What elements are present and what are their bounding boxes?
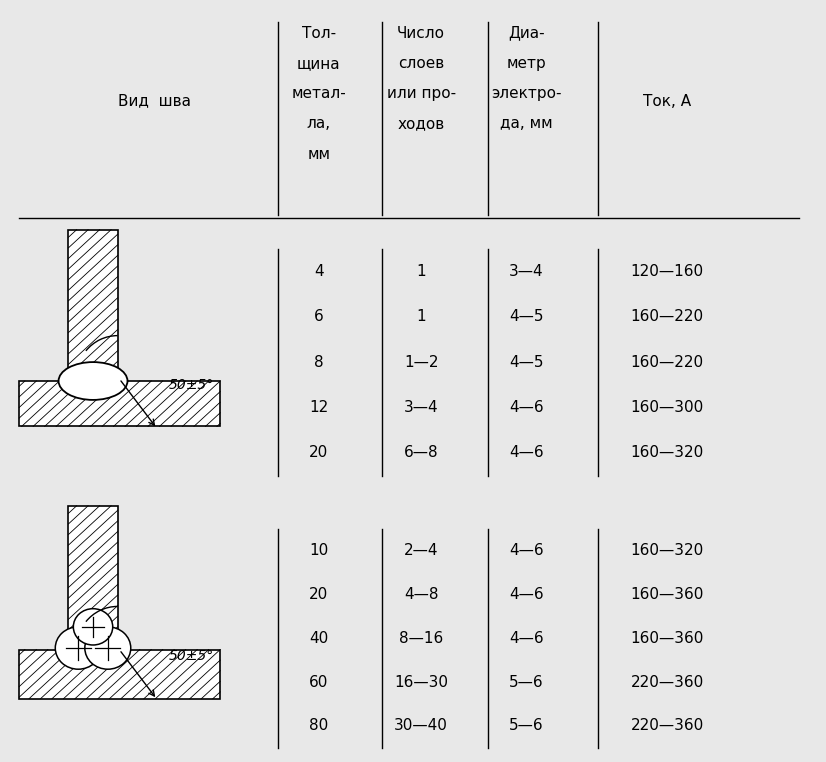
Text: 160—320: 160—320 xyxy=(631,543,704,558)
Text: 50±5°: 50±5° xyxy=(169,378,214,392)
Text: 2—4: 2—4 xyxy=(404,543,439,558)
Bar xyxy=(19,381,221,427)
Text: 30—40: 30—40 xyxy=(394,719,449,734)
Text: 20: 20 xyxy=(309,445,328,460)
Text: щина: щина xyxy=(297,56,340,71)
Text: слоев: слоев xyxy=(398,56,444,71)
Text: 3—4: 3—4 xyxy=(404,400,439,415)
Bar xyxy=(69,506,117,645)
Text: электро-: электро- xyxy=(491,86,562,101)
Text: Ток, А: Ток, А xyxy=(643,94,691,109)
Text: Число: Число xyxy=(397,26,445,40)
Text: 4—6: 4—6 xyxy=(509,631,544,645)
Text: Вид  шва: Вид шва xyxy=(118,94,191,109)
Text: 160—360: 160—360 xyxy=(630,631,704,645)
Text: 4—6: 4—6 xyxy=(509,400,544,415)
Text: ходов: ходов xyxy=(397,117,445,131)
Text: 50±5°: 50±5° xyxy=(169,648,214,663)
Text: 6—8: 6—8 xyxy=(404,445,439,460)
Text: 160—300: 160—300 xyxy=(631,400,704,415)
Text: 120—160: 120—160 xyxy=(631,264,704,279)
Ellipse shape xyxy=(59,362,127,400)
Circle shape xyxy=(55,627,102,669)
Text: 1: 1 xyxy=(416,264,426,279)
Text: 160—220: 160—220 xyxy=(631,309,704,324)
Text: 4—6: 4—6 xyxy=(509,445,544,460)
Text: 4—5: 4—5 xyxy=(509,354,544,370)
Text: 8: 8 xyxy=(314,354,324,370)
Bar xyxy=(19,649,221,699)
Circle shape xyxy=(74,609,112,645)
Text: 3—4: 3—4 xyxy=(509,264,544,279)
Text: Диа-: Диа- xyxy=(508,26,544,40)
Text: 1: 1 xyxy=(416,309,426,324)
Bar xyxy=(69,229,117,381)
Text: 4: 4 xyxy=(314,264,324,279)
Circle shape xyxy=(85,627,131,669)
Text: 60: 60 xyxy=(309,674,329,690)
Text: 4—6: 4—6 xyxy=(509,543,544,558)
Text: метр: метр xyxy=(506,56,546,71)
Text: 10: 10 xyxy=(309,543,328,558)
Text: 220—360: 220—360 xyxy=(631,674,704,690)
Text: или про-: или про- xyxy=(387,86,456,101)
Text: 5—6: 5—6 xyxy=(509,719,544,734)
Text: метал-: метал- xyxy=(292,86,346,101)
Text: 6: 6 xyxy=(314,309,324,324)
Text: 20: 20 xyxy=(309,587,328,602)
Text: 40: 40 xyxy=(309,631,328,645)
Text: 160—360: 160—360 xyxy=(630,587,704,602)
Text: да, мм: да, мм xyxy=(500,117,553,131)
Text: 4—5: 4—5 xyxy=(509,309,544,324)
Text: 8—16: 8—16 xyxy=(399,631,444,645)
Text: 16—30: 16—30 xyxy=(394,674,449,690)
Text: 220—360: 220—360 xyxy=(631,719,704,734)
Text: 1—2: 1—2 xyxy=(404,354,439,370)
Text: 4—6: 4—6 xyxy=(509,587,544,602)
Text: 160—220: 160—220 xyxy=(631,354,704,370)
Text: 5—6: 5—6 xyxy=(509,674,544,690)
Text: 160—320: 160—320 xyxy=(631,445,704,460)
Text: ла,: ла, xyxy=(306,117,330,131)
Text: мм: мм xyxy=(307,146,330,162)
Text: 12: 12 xyxy=(309,400,328,415)
Text: Тол-: Тол- xyxy=(301,26,335,40)
Text: 80: 80 xyxy=(309,719,328,734)
Text: 4—8: 4—8 xyxy=(404,587,439,602)
